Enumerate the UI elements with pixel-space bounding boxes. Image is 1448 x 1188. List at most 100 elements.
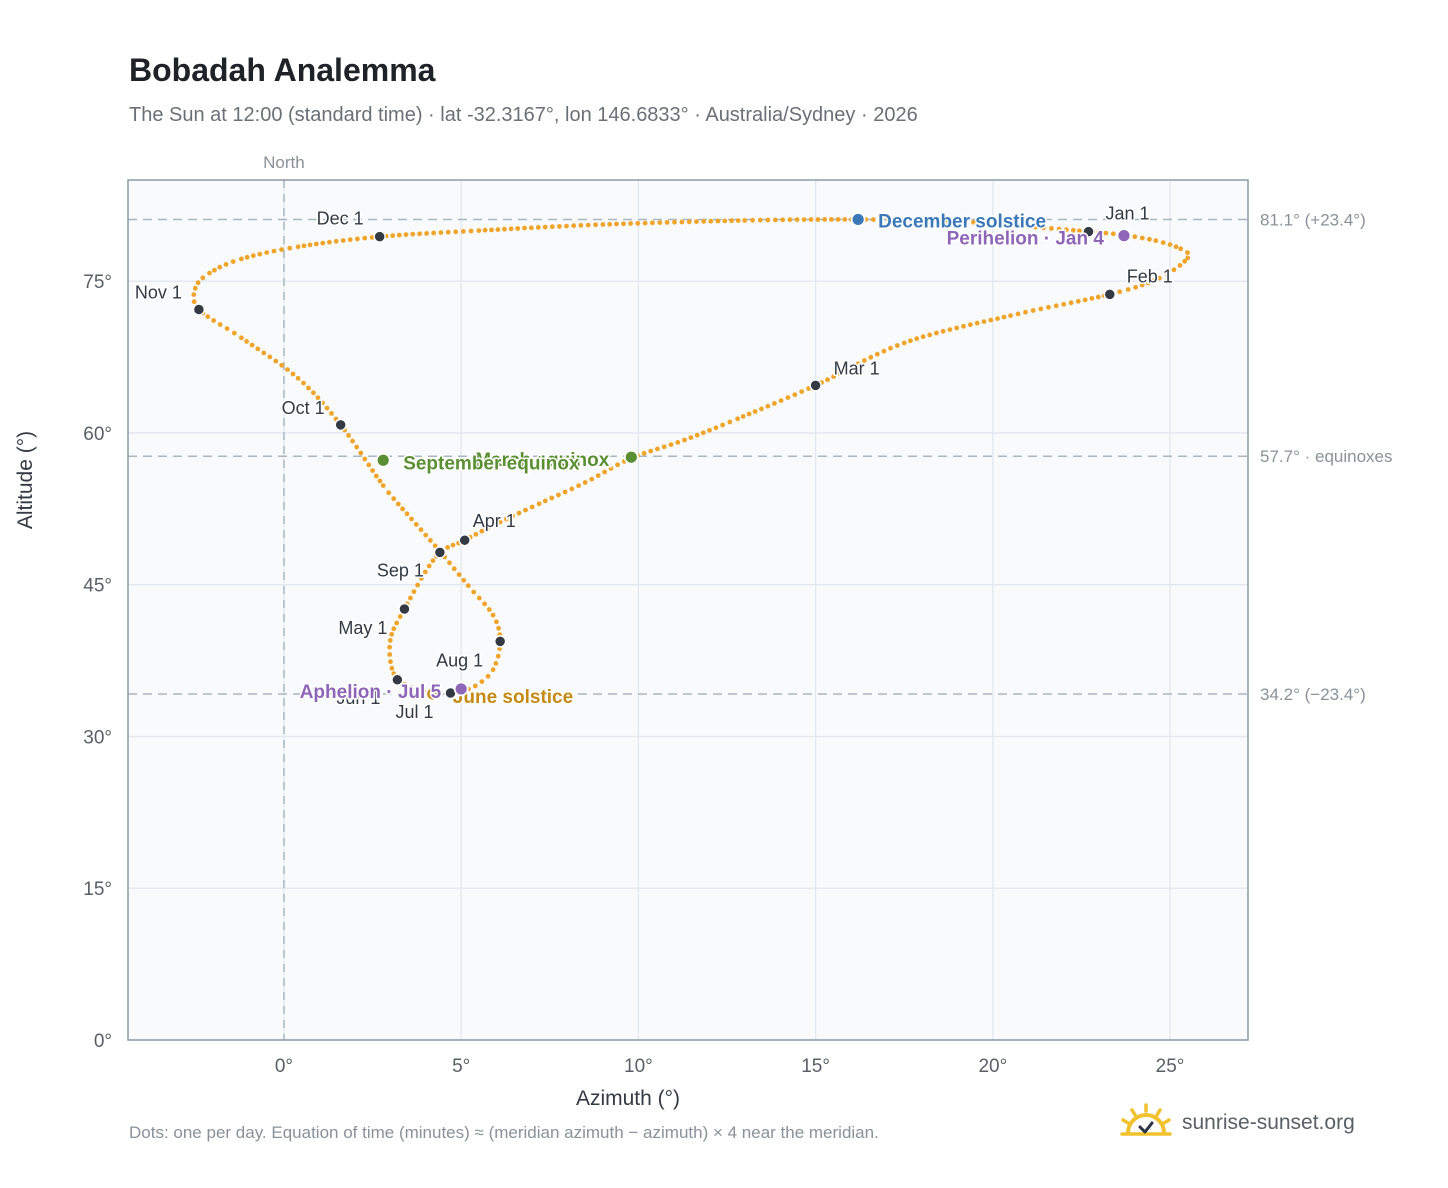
- daily-sun-dot: [635, 220, 641, 226]
- daily-sun-dot: [410, 231, 416, 237]
- daily-sun-dot: [900, 217, 906, 223]
- event-marker: [453, 681, 469, 697]
- month-marker-label: Dec 1: [317, 209, 364, 229]
- daily-sun-dot: [311, 390, 316, 396]
- axes: 0° 5° 10° 15° 20° 25° 0° 15° 30° 45° 60° 75°: [83, 272, 1184, 1077]
- daily-sun-dot: [1151, 278, 1157, 283]
- daily-sun-dot: [473, 531, 479, 537]
- daily-sun-dot: [346, 433, 351, 438]
- daily-sun-dot: [377, 478, 383, 484]
- daily-sun-dot: [1177, 263, 1183, 268]
- daily-sun-dot: [682, 437, 687, 443]
- daily-sun-dot: [615, 462, 620, 468]
- month-marker: [809, 379, 822, 392]
- daily-sun-dot: [301, 380, 306, 386]
- daily-sun-dot: [482, 227, 488, 233]
- daily-sun-dot: [362, 456, 368, 462]
- daily-sun-dot: [413, 522, 419, 527]
- daily-sun-dot: [742, 218, 748, 223]
- event-marker: [425, 686, 441, 702]
- y-axis-label: Altitude (°): [14, 431, 37, 529]
- daily-sun-dot: [765, 217, 771, 223]
- daily-sun-dot: [614, 221, 619, 227]
- daily-sun-dot: [1023, 309, 1028, 315]
- daily-sun-dot: [988, 317, 994, 323]
- daily-sun-dot: [808, 217, 814, 222]
- daily-sun-dot: [510, 513, 515, 519]
- daily-sun-dot: [465, 583, 471, 589]
- daily-sun-dot: [694, 432, 700, 438]
- daily-sun-dot: [261, 350, 267, 356]
- daily-sun-dot: [929, 218, 934, 224]
- daily-sun-dot: [908, 217, 913, 223]
- daily-sun-dot: [522, 225, 527, 231]
- daily-sun-dot: [661, 444, 667, 450]
- daily-sun-dot: [313, 241, 319, 247]
- month-marker: [334, 418, 347, 432]
- daily-sun-dot: [409, 685, 414, 691]
- daily-sun-dot: [1008, 313, 1013, 318]
- daily-sun-dot: [1012, 223, 1018, 228]
- daily-sun-dot: [672, 219, 677, 225]
- daily-sun-dot: [999, 222, 1005, 227]
- daily-sun-dot: [688, 435, 694, 440]
- daily-sun-dot: [536, 501, 542, 507]
- event-label: December solstice: [878, 211, 1046, 232]
- event-marker: [375, 452, 391, 468]
- daily-sun-dot: [750, 217, 755, 223]
- daily-sun-dot: [914, 336, 920, 342]
- daily-sun-dot: [285, 367, 290, 372]
- daily-sun-dot: [403, 232, 409, 238]
- daily-sun-dot: [971, 219, 976, 225]
- month-marker: [1103, 288, 1117, 301]
- daily-sun-dot: [1133, 284, 1138, 290]
- daily-sun-dot: [940, 328, 946, 334]
- daily-sun-dot: [576, 483, 581, 489]
- daily-sun-dot: [589, 476, 595, 482]
- daily-sun-dot: [1019, 223, 1025, 229]
- y-tick-label: 75°: [83, 272, 112, 293]
- reference-line-label: 57.7° · equinoxes: [1260, 447, 1393, 466]
- daily-sun-dot: [307, 242, 313, 248]
- daily-sun-dot: [416, 688, 421, 694]
- daily-sun-dot: [715, 218, 721, 224]
- daily-sun-dot: [287, 245, 293, 251]
- plot-area: [128, 180, 1248, 1040]
- daily-sun-dot: [1139, 235, 1145, 241]
- daily-sun-dot: [445, 229, 451, 235]
- daily-sun-dot: [333, 238, 339, 244]
- daily-sun-dot: [700, 430, 706, 436]
- daily-sun-dot: [934, 330, 939, 336]
- daily-sun-dot: [608, 466, 614, 471]
- daily-sun-dot: [430, 558, 436, 564]
- daily-sun-dot: [837, 371, 842, 376]
- daily-sun-dot: [757, 217, 763, 223]
- daily-sun-dot: [1164, 271, 1170, 277]
- daily-sun-dot: [843, 367, 849, 373]
- daily-sun-dot: [468, 228, 474, 234]
- daily-sun-dot: [366, 462, 372, 468]
- daily-sun-dot: [249, 342, 255, 348]
- x-tick-label: 15°: [801, 1056, 830, 1077]
- daily-sun-dot: [504, 516, 509, 522]
- daily-sun-dot: [794, 217, 800, 223]
- daily-sun-dot: [881, 348, 887, 354]
- daily-sun-dot: [431, 230, 437, 236]
- daily-sun-dot: [655, 446, 660, 452]
- daily-sun-dot: [1077, 228, 1082, 234]
- daily-sun-dot: [1173, 244, 1179, 250]
- daily-sun-dot: [735, 218, 741, 224]
- daily-sun-dot: [787, 217, 793, 223]
- y-tick-label: 60°: [83, 424, 112, 445]
- chart-subtitle: The Sun at 12:00 (standard time) · lat -…: [129, 104, 918, 126]
- daily-sun-dot: [217, 264, 223, 270]
- daily-sun-dot: [224, 326, 230, 331]
- daily-sun-dot: [411, 589, 417, 595]
- daily-sun-dot: [396, 232, 402, 238]
- daily-sun-dot: [200, 275, 206, 281]
- daily-sun-dot: [935, 218, 941, 224]
- daily-sun-dot: [1171, 267, 1177, 273]
- brand[interactable]: sunrise-sunset.org: [1120, 1103, 1355, 1143]
- month-marker-label: Apr 1: [473, 511, 516, 531]
- daily-sun-dot: [901, 340, 907, 346]
